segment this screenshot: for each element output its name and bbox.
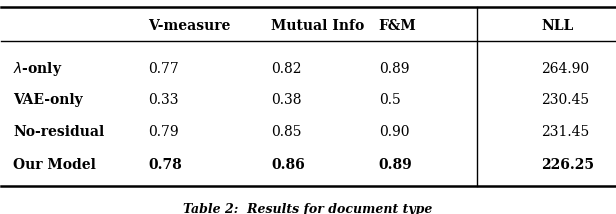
Text: 0.86: 0.86 (271, 158, 305, 172)
Text: 0.38: 0.38 (271, 93, 302, 107)
Text: 0.5: 0.5 (379, 93, 400, 107)
Text: VAE-only: VAE-only (13, 93, 83, 107)
Text: Table 2:  Results for document type: Table 2: Results for document type (184, 203, 432, 214)
Text: 0.33: 0.33 (148, 93, 179, 107)
Text: NLL: NLL (541, 19, 573, 33)
Text: 230.45: 230.45 (541, 93, 590, 107)
Text: Mutual Info: Mutual Info (271, 19, 365, 33)
Text: 0.89: 0.89 (379, 62, 409, 76)
Text: 0.85: 0.85 (271, 125, 302, 140)
Text: F&M: F&M (379, 19, 416, 33)
Text: V-measure: V-measure (148, 19, 230, 33)
Text: 0.90: 0.90 (379, 125, 409, 140)
Text: Our Model: Our Model (13, 158, 96, 172)
Text: 0.82: 0.82 (271, 62, 302, 76)
Text: $\lambda$-only: $\lambda$-only (13, 60, 62, 78)
Text: No-residual: No-residual (13, 125, 104, 140)
Text: 231.45: 231.45 (541, 125, 590, 140)
Text: 0.77: 0.77 (148, 62, 179, 76)
Text: 226.25: 226.25 (541, 158, 594, 172)
Text: 0.78: 0.78 (148, 158, 182, 172)
Text: 264.90: 264.90 (541, 62, 590, 76)
Text: 0.79: 0.79 (148, 125, 179, 140)
Text: 0.89: 0.89 (379, 158, 413, 172)
